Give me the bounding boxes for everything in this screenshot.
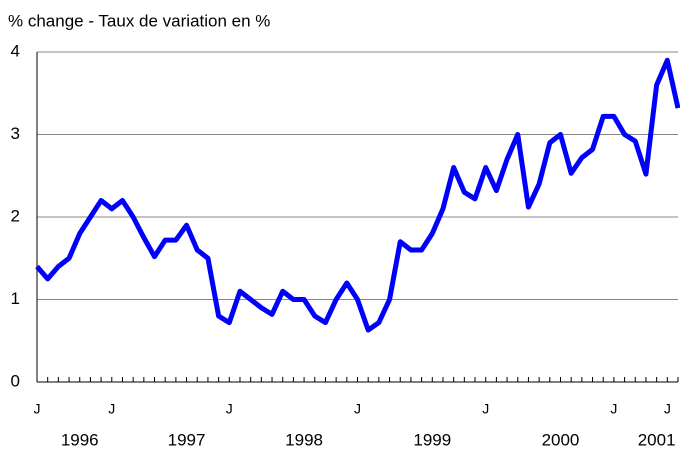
x-tick-label: J [664,401,671,417]
y-tick-label: 4 [11,41,20,60]
year-label: 2000 [542,430,580,449]
year-label: 2001 [638,430,676,449]
y-tick-label: 1 [11,289,20,308]
year-label: 1998 [285,430,323,449]
x-tick-label: J [108,401,115,417]
x-tick-label: J [610,401,617,417]
y-tick-label: 0 [11,371,20,390]
year-label: 1999 [413,430,451,449]
x-tick-label: J [34,401,41,417]
x-tick-label: J [354,401,361,417]
year-label: 1997 [168,430,206,449]
year-label: 1996 [61,430,99,449]
x-tick-label: J [482,401,489,417]
y-tick-label: 3 [11,124,20,143]
x-tick-label: J [226,401,233,417]
chart-title: % change - Taux de variation en % [8,11,270,30]
data-line [35,57,680,333]
y-tick-label: 2 [11,206,20,225]
